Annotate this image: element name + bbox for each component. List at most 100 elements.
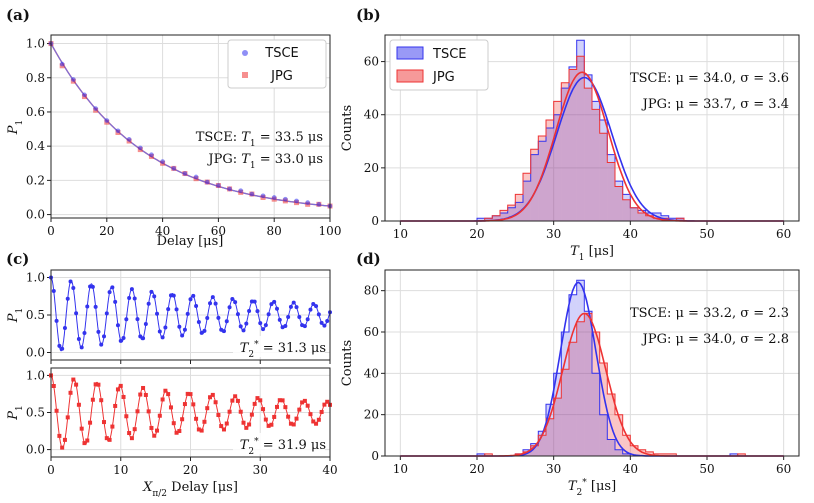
c-top-point-49	[185, 311, 190, 316]
c-top-point-11	[79, 345, 84, 350]
c-bottom-point-82	[277, 398, 282, 403]
c-bottom-point-3	[57, 433, 62, 438]
c-top-ytick-label-2: 1.0	[26, 271, 45, 285]
c-bottom-point-17	[96, 382, 101, 387]
b-tsce-bar-7	[530, 154, 539, 221]
c-bottom-point-40	[160, 397, 165, 402]
b-jpg-bar-17	[607, 162, 615, 221]
b-ytick-label-3: 60	[364, 55, 379, 69]
c-bottom-point-23	[113, 403, 118, 408]
c-top-point-40	[160, 335, 165, 340]
c-top-point-1	[51, 289, 56, 294]
b-legend-tsce-swatch	[396, 46, 424, 60]
c-top-point-81	[274, 306, 279, 311]
d-tsce-bar-11	[561, 332, 569, 456]
c-bottom-point-29	[129, 436, 134, 441]
c-bottom-point-80	[272, 414, 277, 419]
c-bottom-annotation-bg	[233, 433, 325, 454]
a-annotation-1: JPG: T1 = 33.0 μs	[206, 152, 323, 171]
c-top-point-19	[102, 334, 107, 339]
c-top-point-47	[180, 333, 185, 338]
d-tsce-bar-18	[615, 449, 623, 456]
c-top-point-22	[110, 285, 115, 290]
c-bottom-point-86	[288, 421, 293, 426]
b-jpg-bar-13	[576, 56, 585, 221]
c-top-point-2	[54, 318, 59, 323]
chart-b-t1-histogram: 10 20 30 40 50 60 0 20 40 60 TSCE: μ = 34.0, σ = 3…	[340, 34, 800, 263]
c-top-point-26	[121, 336, 126, 341]
c-bottom-point-84	[283, 405, 288, 410]
d-jpg-bar-25	[668, 453, 677, 456]
b-tsce-bar-13	[576, 40, 585, 221]
c-bottom-point-27	[124, 414, 129, 419]
b-tsce-bar-6	[523, 181, 531, 221]
c-top-point-56	[205, 315, 210, 320]
c-top-point-59	[213, 301, 218, 306]
b-tsce-bar-16	[599, 120, 608, 221]
c-bottom-point-72	[249, 412, 254, 417]
c-top-point-58	[210, 295, 215, 300]
b-tsce-bar-4	[507, 207, 516, 221]
c-bottom-point-30	[132, 427, 137, 432]
d-annotation-1: JPG: μ = 34.0, σ = 2.8	[641, 332, 789, 347]
b-jpg-bar-26	[676, 218, 684, 221]
a-tsce-point-22	[294, 198, 299, 204]
c-bottom-point-76	[261, 407, 266, 412]
b-tsce-bar-1	[484, 218, 493, 221]
a-tsce-point-8	[137, 145, 143, 151]
c-bottom-point-75	[258, 398, 263, 403]
c-bottom-point-98	[322, 402, 327, 407]
c-bottom-point-44	[171, 421, 176, 426]
c-top-point-36	[149, 289, 154, 294]
c-top-point-95	[314, 304, 319, 309]
c-bottom-point-19	[102, 420, 107, 425]
c-top-point-8	[71, 286, 76, 291]
c-bottom-point-60	[216, 412, 221, 417]
c-top-annotation: T2* = 31.3 μs	[240, 340, 326, 360]
d-tsce-bar-7	[530, 443, 539, 456]
c-top-point-82	[277, 317, 282, 322]
c-top-point-67	[235, 312, 240, 317]
c-top-point-64	[227, 305, 232, 310]
c-top-point-5	[62, 326, 67, 331]
b-ytick-label-1: 20	[364, 161, 379, 175]
c-bottom-point-97	[319, 409, 324, 414]
c-bottom-point-56	[205, 406, 210, 411]
c-bottom-point-99	[325, 399, 330, 404]
c-top-point-44	[171, 293, 176, 298]
panel-label-d: (d)	[356, 250, 381, 268]
d-jpg-bar-11	[561, 369, 569, 456]
c-bottom-point-59	[213, 400, 218, 405]
c-bottom-point-15	[90, 397, 95, 402]
d-ytick-label-3: 60	[364, 325, 379, 339]
d-jpg-bar-24	[661, 453, 669, 456]
d-jpg-bar-19	[622, 435, 631, 456]
d-tsce-bar-33	[730, 453, 738, 456]
a-tsce-point-1	[59, 61, 65, 67]
c-bottom-point-67	[235, 398, 240, 403]
c-top-point-39	[157, 329, 162, 334]
d-jpg-bar-16	[599, 363, 608, 456]
a-legend-box	[227, 39, 327, 89]
d-xtick-label-2: 30	[546, 462, 561, 476]
c-top-point-20	[104, 311, 109, 316]
c-top-point-6	[65, 296, 70, 301]
d-frame	[384, 269, 800, 457]
c-top-point-10	[76, 336, 81, 341]
b-xtick-label-2: 30	[546, 227, 561, 241]
a-tsce-point-3	[82, 92, 87, 98]
c-bottom-point-7	[68, 390, 73, 395]
b-tsce-bar-17	[607, 154, 615, 221]
a-tsce-point-14	[204, 179, 210, 185]
c-top-point-21	[107, 290, 112, 295]
d-tsce-bar-14	[584, 311, 592, 456]
d-tsce-bar-12	[569, 294, 577, 456]
b-jpg-outline	[477, 55, 685, 222]
c-bottom-point-54	[199, 428, 204, 433]
c-bottom-point-45	[174, 430, 179, 435]
c-bottom-point-25	[118, 383, 123, 388]
b-jpg-bar-10	[553, 101, 562, 221]
b-jpg-bar-3	[500, 210, 508, 221]
c-bottom-point-66	[233, 394, 238, 399]
c-top-point-94	[311, 301, 316, 306]
